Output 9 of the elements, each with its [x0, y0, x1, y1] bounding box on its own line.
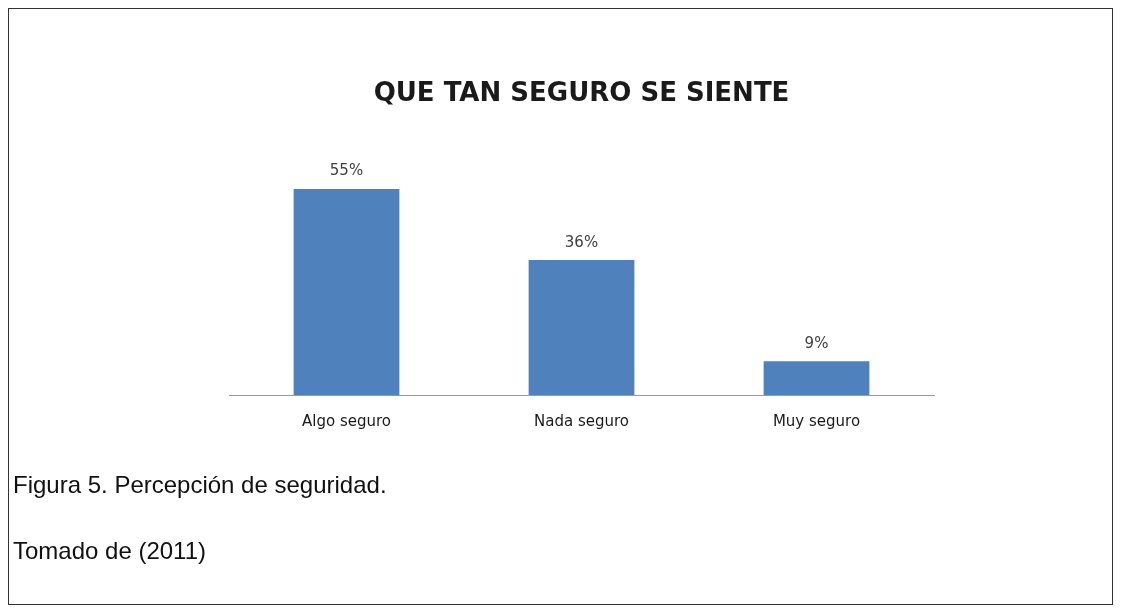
data-label: 9% — [804, 333, 829, 352]
text: Tomado de (2011) — [13, 537, 207, 565]
x-tick-label: Muy seguro — [772, 411, 861, 430]
data-label: 36% — [564, 232, 599, 251]
chart-title: QUE TAN SEGURO SE SIENTE — [373, 77, 790, 108]
data-label: 55% — [329, 161, 364, 180]
x-tick-label: Algo seguro — [302, 411, 391, 430]
text: Figura 5. Percepción de seguridad. — [13, 471, 387, 499]
x-tick-label: Nada seguro — [534, 411, 629, 430]
